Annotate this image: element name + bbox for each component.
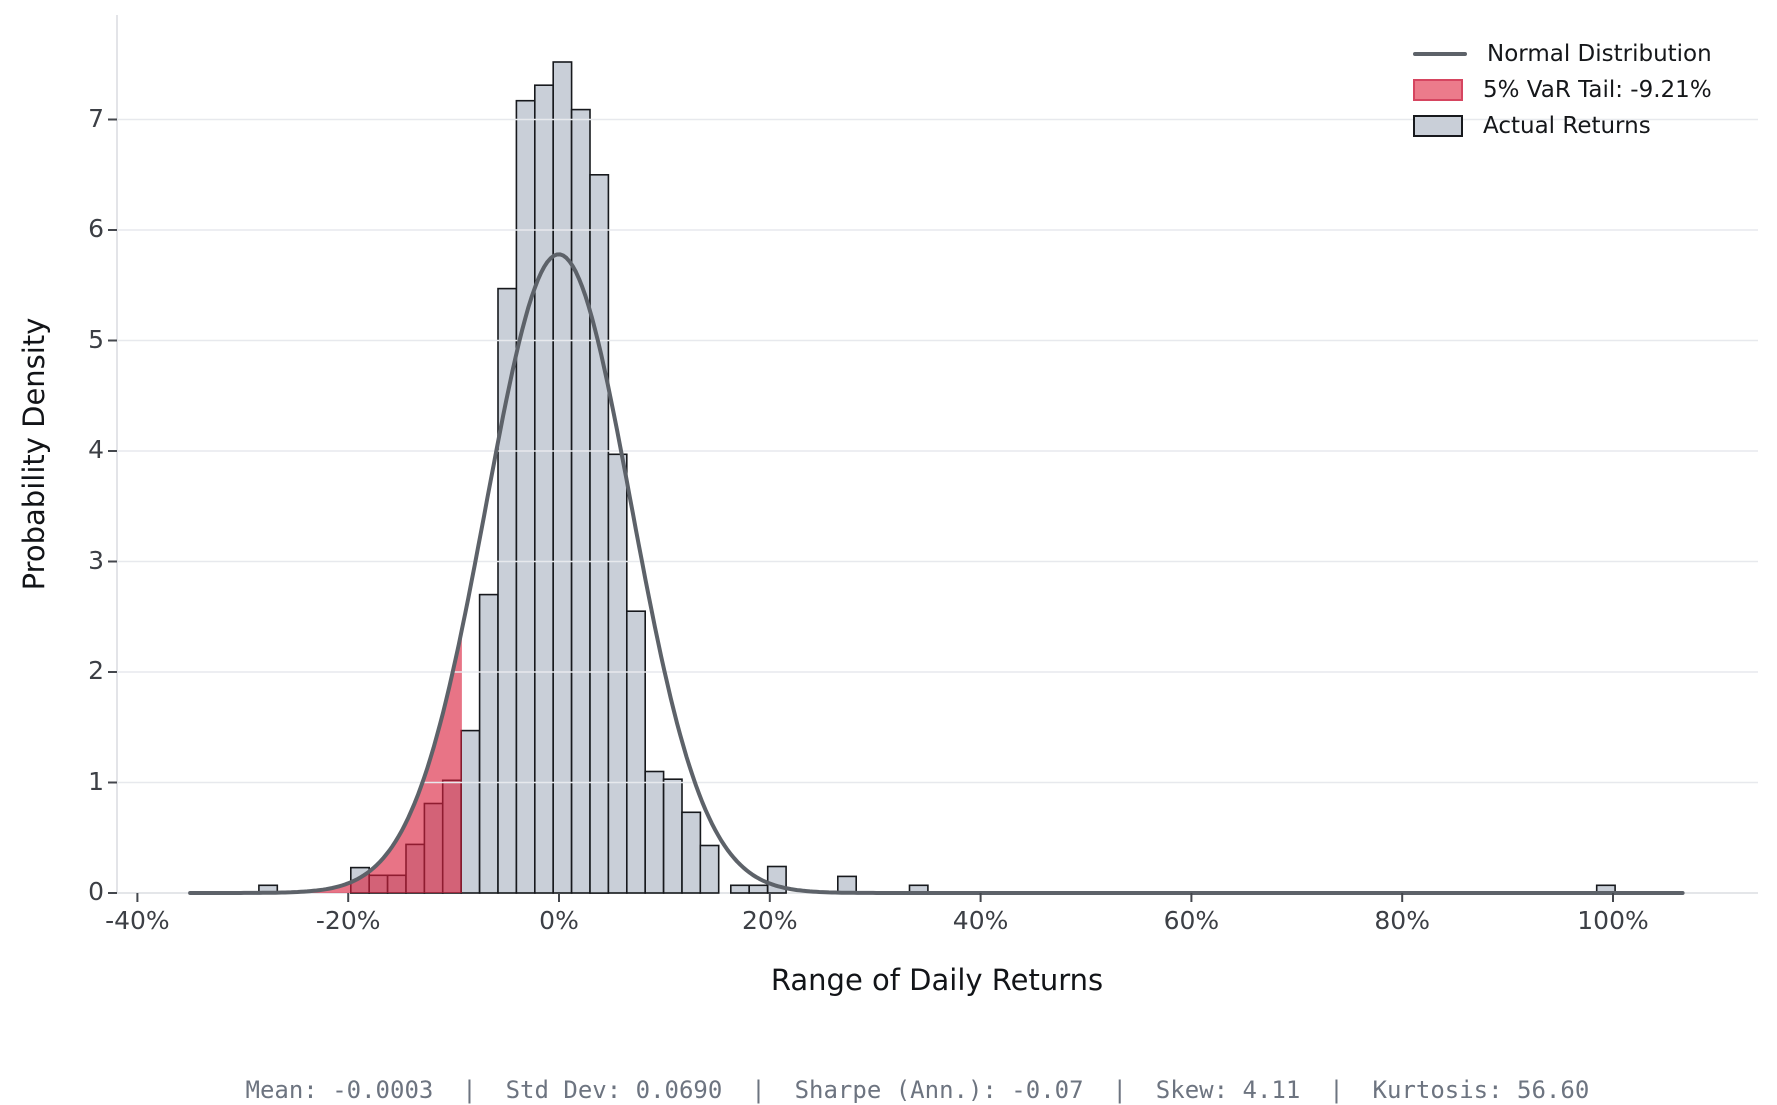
histogram-bar (570, 108, 591, 894)
histogram-bar (607, 453, 628, 894)
stats-bar: Mean: -0.0003 | Std Dev: 0.0690 | Sharpe… (0, 1048, 1777, 1105)
x-tick-label: 100% (1577, 906, 1649, 935)
histogram-bar (836, 875, 857, 894)
x-tick-label: 60% (1163, 906, 1220, 935)
histogram-bar (460, 729, 481, 894)
y-tick-label: 1 (88, 766, 104, 796)
y-tick-label: 3 (88, 545, 104, 575)
y-tick-label: 5 (88, 324, 104, 354)
y-tick-label: 4 (88, 435, 104, 464)
histogram-bar (662, 778, 683, 894)
y-tick-label: 2 (88, 656, 104, 685)
histogram-bar (681, 811, 702, 894)
legend-label-normal-distribution: Normal Distribution (1487, 41, 1712, 67)
x-tick-label: -20% (315, 906, 381, 935)
y-axis-label: Probability Density (17, 317, 51, 591)
histogram-bar (478, 593, 499, 894)
x-tick-label: 80% (1374, 906, 1430, 935)
legend-item-actual-returns: Actual Returns (1413, 108, 1712, 144)
histogram-bar (533, 84, 554, 894)
x-tick-label: 20% (742, 906, 798, 935)
histogram-bar (515, 99, 536, 894)
x-tick-label: 0% (539, 906, 579, 935)
histogram-bar (589, 174, 610, 894)
legend-item-normal-distribution: Normal Distribution (1413, 36, 1712, 72)
stats-text: Mean: -0.0003 | Std Dev: 0.0690 | Sharpe… (245, 1076, 1590, 1104)
y-tick-label: 6 (88, 214, 104, 243)
normal-curve (188, 252, 1685, 895)
var-tail-fill (190, 629, 462, 893)
legend-item-var-tail: 5% VaR Tail: -9.21% (1413, 72, 1712, 108)
histogram-bar (497, 287, 518, 894)
histogram-bar (729, 884, 750, 894)
var-tail-patch-swatch (1413, 79, 1463, 101)
y-tick-label: 7 (88, 103, 104, 133)
x-axis-label: Range of Daily Returns (770, 963, 1104, 997)
actual-returns-patch-swatch (1413, 115, 1463, 137)
normal-distribution-line-swatch (1413, 52, 1467, 56)
histogram-bar (748, 884, 769, 894)
histogram-bar (644, 770, 665, 894)
legend-label-var-tail: 5% VaR Tail: -9.21% (1483, 77, 1712, 103)
y-tick-label: 0 (88, 877, 104, 906)
histogram-bar (699, 844, 720, 894)
histogram-bar (552, 61, 573, 894)
legend: Normal Distribution 5% VaR Tail: -9.21% … (1413, 36, 1712, 144)
legend-label-actual-returns: Actual Returns (1483, 113, 1651, 139)
histogram-bar (625, 610, 646, 894)
x-tick-label: 40% (952, 906, 1009, 935)
x-tick-label: -40% (105, 906, 170, 935)
